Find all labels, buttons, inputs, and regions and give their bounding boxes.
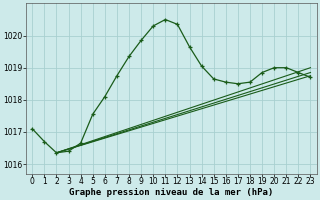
X-axis label: Graphe pression niveau de la mer (hPa): Graphe pression niveau de la mer (hPa) [69,188,274,197]
